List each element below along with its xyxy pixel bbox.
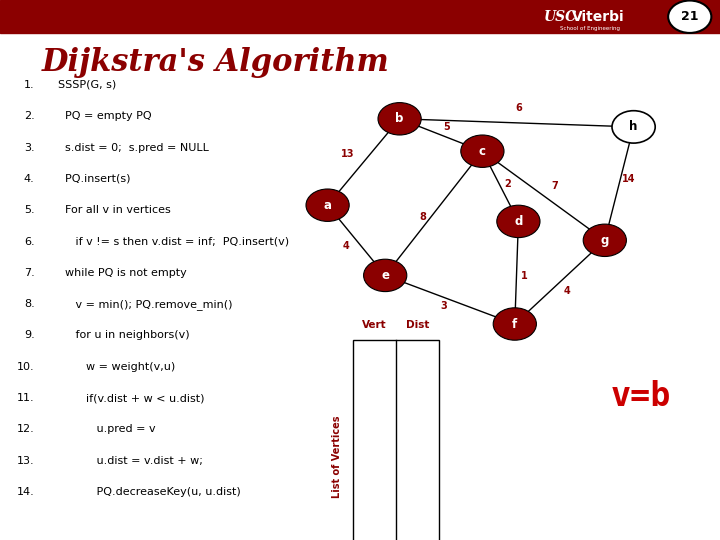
Text: 5.: 5. xyxy=(24,205,35,215)
Circle shape xyxy=(378,103,421,135)
Text: u.pred = v: u.pred = v xyxy=(58,424,156,435)
Text: 1: 1 xyxy=(521,272,528,281)
Circle shape xyxy=(364,259,407,292)
Text: 4: 4 xyxy=(413,465,422,478)
Text: 21: 21 xyxy=(681,10,698,23)
Text: e: e xyxy=(370,465,379,478)
Text: 0: 0 xyxy=(413,348,422,361)
Text: if v != s then v.dist = inf;  PQ.insert(v): if v != s then v.dist = inf; PQ.insert(v… xyxy=(58,237,289,247)
Text: d: d xyxy=(514,215,523,228)
Text: f: f xyxy=(372,494,377,507)
Text: for u in neighbors(v): for u in neighbors(v) xyxy=(58,330,189,341)
Text: a: a xyxy=(370,348,379,361)
Text: 14.: 14. xyxy=(17,487,35,497)
Text: a: a xyxy=(323,199,332,212)
Text: For all v in vertices: For all v in vertices xyxy=(58,205,171,215)
Text: w = weight(v,u): w = weight(v,u) xyxy=(58,362,175,372)
Circle shape xyxy=(493,308,536,340)
Text: 7: 7 xyxy=(551,181,558,191)
Text: 11: 11 xyxy=(409,523,426,536)
Text: 14: 14 xyxy=(622,174,635,184)
Circle shape xyxy=(612,111,655,143)
Text: if(v.dist + w < u.dist): if(v.dist + w < u.dist) xyxy=(58,393,204,403)
Text: f: f xyxy=(512,318,518,330)
Text: v=b: v=b xyxy=(611,380,671,414)
Text: b: b xyxy=(395,112,404,125)
Text: 6.: 6. xyxy=(24,237,35,247)
Text: 2.: 2. xyxy=(24,111,35,122)
Text: 5: 5 xyxy=(443,122,450,132)
Text: List of Vertices: List of Vertices xyxy=(332,416,342,498)
Text: 9.: 9. xyxy=(24,330,35,341)
Text: 12.: 12. xyxy=(17,424,35,435)
Text: School of Engineering: School of Engineering xyxy=(560,25,620,31)
Circle shape xyxy=(583,224,626,256)
Text: 6: 6 xyxy=(515,103,522,113)
Text: SSSP(G, s): SSSP(G, s) xyxy=(58,80,116,90)
Text: USC: USC xyxy=(544,10,577,24)
Text: Viterbi: Viterbi xyxy=(572,10,625,24)
Text: 4.: 4. xyxy=(24,174,35,184)
Text: c: c xyxy=(479,145,486,158)
Text: Dijkstra's Algorithm: Dijkstra's Algorithm xyxy=(42,46,390,78)
Text: 4: 4 xyxy=(343,241,350,251)
Text: 3.: 3. xyxy=(24,143,35,153)
Text: g: g xyxy=(370,523,379,536)
Text: v = min(); PQ.remove_min(): v = min(); PQ.remove_min() xyxy=(58,299,232,310)
Circle shape xyxy=(668,1,711,33)
Text: g: g xyxy=(600,234,609,247)
Text: 4: 4 xyxy=(563,286,570,295)
Text: c: c xyxy=(371,407,378,420)
Text: e: e xyxy=(381,269,390,282)
Text: b: b xyxy=(370,377,379,390)
Text: PQ.insert(s): PQ.insert(s) xyxy=(58,174,130,184)
Text: d: d xyxy=(370,436,379,449)
Text: PQ = empty PQ: PQ = empty PQ xyxy=(58,111,151,122)
Text: 15: 15 xyxy=(409,377,426,390)
Text: 7: 7 xyxy=(413,494,422,507)
Text: s.dist = 0;  s.pred = NULL: s.dist = 0; s.pred = NULL xyxy=(58,143,209,153)
Text: PQ.decreaseKey(u, u.dist): PQ.decreaseKey(u, u.dist) xyxy=(58,487,240,497)
Text: 2: 2 xyxy=(504,179,511,188)
Bar xyxy=(0,0,720,33)
Circle shape xyxy=(497,205,540,238)
Text: Dist: Dist xyxy=(406,320,429,330)
Text: 13: 13 xyxy=(341,149,354,159)
Text: 8: 8 xyxy=(419,212,426,222)
Circle shape xyxy=(306,189,349,221)
Text: 3: 3 xyxy=(441,301,448,310)
Text: u.dist = v.dist + w;: u.dist = v.dist + w; xyxy=(58,456,202,466)
Circle shape xyxy=(461,135,504,167)
Text: 11.: 11. xyxy=(17,393,35,403)
Text: h: h xyxy=(629,120,638,133)
Text: 8.: 8. xyxy=(24,299,35,309)
Text: while PQ is not empty: while PQ is not empty xyxy=(58,268,186,278)
Text: 7.: 7. xyxy=(24,268,35,278)
Text: 10.: 10. xyxy=(17,362,35,372)
Text: 1.: 1. xyxy=(24,80,35,90)
Text: Vert: Vert xyxy=(362,320,387,330)
Text: 10: 10 xyxy=(409,407,426,420)
Bar xyxy=(353,340,439,540)
Text: 13.: 13. xyxy=(17,456,35,466)
Text: 8: 8 xyxy=(413,436,422,449)
